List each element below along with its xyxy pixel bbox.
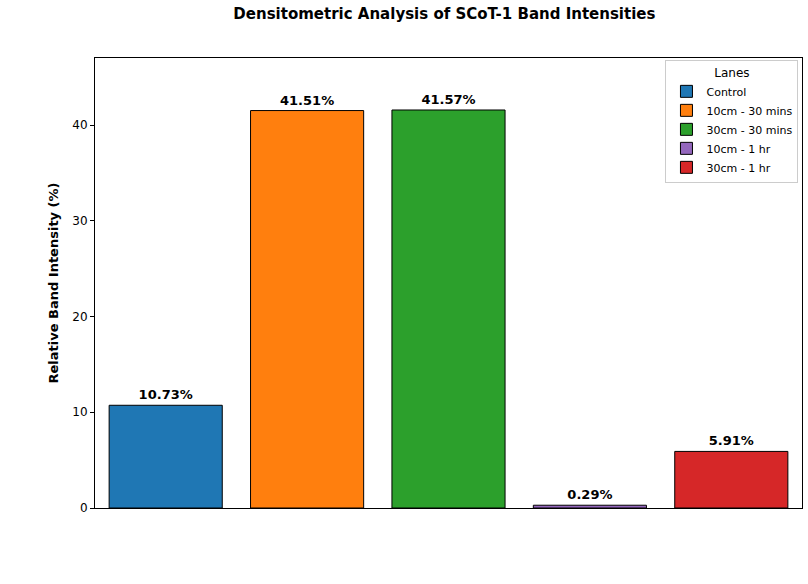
- svg-text:Lanes: Lanes: [714, 66, 749, 80]
- svg-text:40: 40: [72, 118, 87, 132]
- svg-text:10cm - 1 hr: 10cm - 1 hr: [706, 143, 770, 156]
- svg-text:41.51%: 41.51%: [280, 93, 334, 108]
- svg-text:10cm - 30 mins: 10cm - 30 mins: [706, 105, 792, 118]
- svg-text:30cm - 30 mins: 30cm - 30 mins: [706, 124, 792, 137]
- svg-text:20: 20: [72, 310, 87, 324]
- svg-text:10: 10: [72, 405, 87, 419]
- svg-text:0.29%: 0.29%: [567, 487, 612, 502]
- svg-text:Densitometric Analysis of SCoT: Densitometric Analysis of SCoT-1 Band In…: [233, 5, 655, 23]
- svg-text:41.57%: 41.57%: [421, 92, 475, 107]
- svg-text:Control: Control: [706, 86, 746, 99]
- svg-text:5.91%: 5.91%: [709, 433, 754, 448]
- svg-text:30: 30: [72, 214, 87, 228]
- svg-text:0: 0: [80, 501, 88, 515]
- svg-text:30cm - 1 hr: 30cm - 1 hr: [706, 162, 770, 175]
- svg-text:10.73%: 10.73%: [139, 387, 193, 402]
- svg-text:Relative Band Intensity (%): Relative Band Intensity (%): [46, 182, 61, 383]
